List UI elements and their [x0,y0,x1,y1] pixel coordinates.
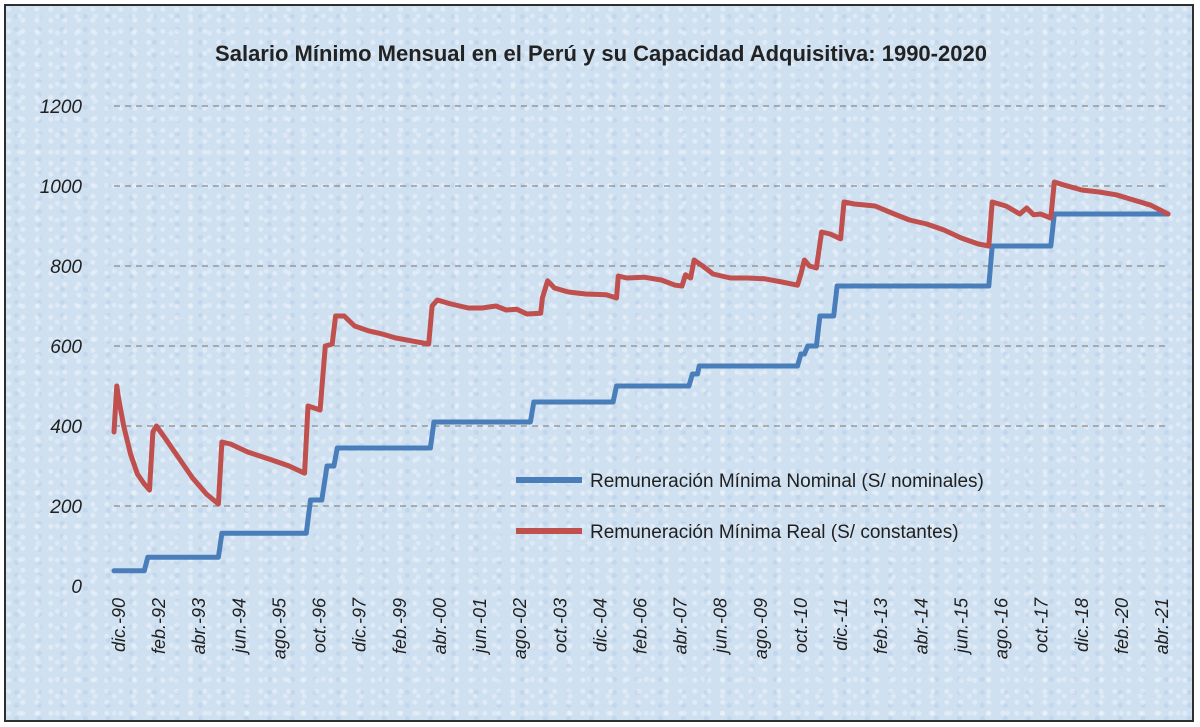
y-tick-label: 400 [50,417,82,438]
x-tick-label: feb.-92 [149,598,169,654]
x-tick-label: oct.-96 [310,597,330,653]
x-tick-label: oct.-10 [791,598,811,653]
x-tick-label: dic.-11 [831,598,851,651]
x-tick-label: jun.-08 [711,598,731,656]
x-tick-label: ago.-16 [992,597,1012,659]
x-tick-label: feb.-20 [1112,598,1132,654]
y-tick-label: 200 [49,497,82,518]
series-lines [111,179,1171,574]
x-tick-label: abr.-93 [189,598,209,654]
x-tick-label: feb.-99 [390,598,410,654]
x-tick-label: ago.-02 [510,598,530,659]
legend-item-real: Remuneración Mínima Real (S/ constantes) [516,522,959,543]
y-axis: 0 200 400 600 800 1000 1200 [40,97,83,598]
x-tick-label: oct.-03 [550,598,570,653]
x-tick-label: dic.-90 [109,598,129,652]
x-tick-label: jun.-94 [229,598,249,656]
x-tick-label: feb.-13 [871,598,891,654]
y-tick-label: 600 [50,337,82,358]
x-tick-label: abr.-00 [430,598,450,654]
line-chart: Salario Mínimo Mensual en el Perú y su C… [40,41,1172,659]
x-tick-label: dic.-97 [350,597,370,652]
x-tick-label: ago.-95 [269,597,289,659]
x-tick-label: oct.-17 [1032,597,1052,653]
series-line-nominal [111,211,1171,574]
legend-label-real: Remuneración Mínima Real (S/ constantes) [590,522,959,543]
x-tick-label: abr.-14 [911,598,931,654]
y-tick-label: 800 [50,257,82,278]
grid-lines [114,105,1168,507]
series-line-real [111,179,1171,507]
x-tick-label: abr.-07 [671,597,691,654]
y-tick-label: 0 [71,577,82,598]
chart-area: Salario Mínimo Mensual en el Perú y su C… [4,4,1194,722]
chart-title: Salario Mínimo Mensual en el Perú y su C… [215,41,987,66]
legend-item-nominal: Remuneración Mínima Nominal (S/ nominale… [516,471,984,492]
y-tick-label: 1000 [40,177,83,198]
x-tick-label: ago.-09 [751,598,771,659]
y-tick-label: 1200 [40,97,83,118]
legend-label-nominal: Remuneración Mínima Nominal (S/ nominale… [590,471,984,492]
x-tick-label: jun.-01 [470,598,490,656]
x-tick-label: dic.-04 [590,598,610,652]
x-tick-label: jun.-15 [951,597,971,656]
x-tick-label: feb.-06 [631,597,651,654]
x-tick-label: dic.-18 [1072,598,1092,652]
x-axis: dic.-90 feb.-92 abr.-93 jun.-94 ago.-95 oct.-… [109,597,1172,659]
x-tick-label: abr.-21 [1152,598,1172,654]
legend: Remuneración Mínima Nominal (S/ nominale… [516,471,984,543]
